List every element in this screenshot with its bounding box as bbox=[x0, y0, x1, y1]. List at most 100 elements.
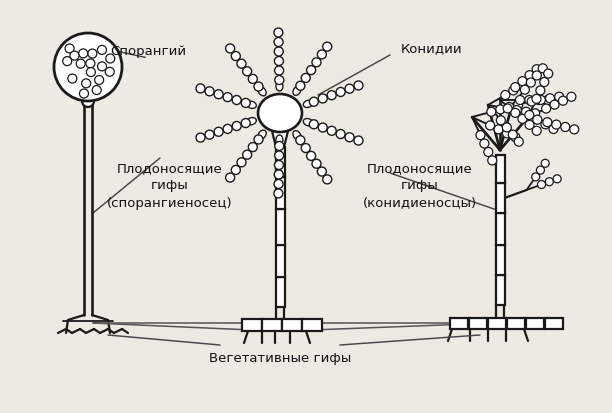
Circle shape bbox=[312, 59, 321, 68]
Circle shape bbox=[570, 126, 579, 135]
Circle shape bbox=[327, 92, 336, 100]
Circle shape bbox=[105, 68, 114, 77]
Circle shape bbox=[521, 108, 531, 117]
Circle shape bbox=[503, 105, 512, 114]
Circle shape bbox=[543, 70, 553, 79]
Circle shape bbox=[76, 60, 85, 69]
Circle shape bbox=[561, 123, 570, 132]
Circle shape bbox=[517, 82, 526, 91]
Ellipse shape bbox=[247, 102, 256, 109]
FancyBboxPatch shape bbox=[496, 156, 504, 183]
Circle shape bbox=[532, 127, 541, 136]
Circle shape bbox=[232, 96, 241, 105]
Circle shape bbox=[541, 160, 549, 168]
Circle shape bbox=[543, 119, 552, 127]
Circle shape bbox=[275, 67, 283, 76]
Ellipse shape bbox=[258, 95, 302, 133]
Circle shape bbox=[214, 90, 223, 100]
Circle shape bbox=[354, 137, 363, 146]
Circle shape bbox=[242, 151, 252, 160]
Circle shape bbox=[275, 152, 283, 161]
Circle shape bbox=[70, 52, 79, 61]
Circle shape bbox=[231, 166, 241, 175]
Circle shape bbox=[205, 88, 214, 97]
FancyBboxPatch shape bbox=[275, 209, 285, 245]
Circle shape bbox=[536, 87, 545, 96]
Circle shape bbox=[525, 77, 534, 86]
Circle shape bbox=[275, 142, 284, 151]
Circle shape bbox=[550, 101, 559, 110]
Circle shape bbox=[543, 96, 553, 105]
Circle shape bbox=[232, 122, 241, 131]
Circle shape bbox=[95, 76, 103, 85]
Circle shape bbox=[501, 91, 510, 100]
Circle shape bbox=[65, 45, 74, 54]
Circle shape bbox=[88, 50, 97, 59]
Circle shape bbox=[527, 98, 536, 107]
Circle shape bbox=[537, 167, 545, 175]
Circle shape bbox=[323, 176, 332, 185]
Circle shape bbox=[254, 135, 263, 145]
Circle shape bbox=[532, 66, 541, 74]
Circle shape bbox=[559, 97, 567, 106]
Circle shape bbox=[545, 95, 554, 104]
Circle shape bbox=[511, 109, 520, 118]
Circle shape bbox=[196, 85, 205, 94]
Ellipse shape bbox=[258, 88, 266, 97]
Circle shape bbox=[318, 95, 327, 104]
Circle shape bbox=[496, 116, 506, 126]
Circle shape bbox=[537, 181, 545, 189]
FancyBboxPatch shape bbox=[469, 318, 487, 329]
Circle shape bbox=[301, 144, 310, 153]
Circle shape bbox=[312, 160, 321, 169]
Circle shape bbox=[354, 82, 363, 91]
FancyBboxPatch shape bbox=[507, 318, 525, 329]
Circle shape bbox=[62, 57, 72, 66]
Circle shape bbox=[542, 105, 551, 114]
Ellipse shape bbox=[304, 101, 313, 108]
Circle shape bbox=[488, 157, 497, 166]
Circle shape bbox=[318, 51, 326, 60]
Circle shape bbox=[97, 46, 106, 55]
FancyBboxPatch shape bbox=[302, 319, 322, 331]
Circle shape bbox=[318, 124, 327, 133]
Circle shape bbox=[248, 75, 257, 84]
FancyBboxPatch shape bbox=[526, 318, 544, 329]
Circle shape bbox=[336, 130, 345, 139]
Circle shape bbox=[511, 83, 520, 93]
FancyBboxPatch shape bbox=[488, 318, 506, 329]
Circle shape bbox=[515, 96, 524, 105]
Text: Вегетативные гифы: Вегетативные гифы bbox=[209, 351, 351, 365]
Circle shape bbox=[327, 127, 336, 136]
Ellipse shape bbox=[293, 87, 301, 96]
FancyBboxPatch shape bbox=[545, 318, 563, 329]
Circle shape bbox=[545, 178, 553, 186]
Circle shape bbox=[226, 173, 234, 183]
Circle shape bbox=[92, 86, 101, 95]
Circle shape bbox=[296, 136, 305, 145]
Circle shape bbox=[554, 93, 564, 102]
Circle shape bbox=[86, 69, 95, 77]
Circle shape bbox=[541, 121, 550, 130]
FancyBboxPatch shape bbox=[450, 318, 468, 329]
Circle shape bbox=[318, 168, 326, 177]
Circle shape bbox=[68, 75, 77, 84]
Circle shape bbox=[525, 111, 534, 120]
Circle shape bbox=[518, 78, 527, 86]
Circle shape bbox=[532, 95, 541, 104]
Circle shape bbox=[502, 130, 512, 138]
Circle shape bbox=[309, 98, 318, 107]
Circle shape bbox=[274, 57, 283, 66]
Circle shape bbox=[274, 180, 283, 189]
Circle shape bbox=[80, 90, 89, 99]
Circle shape bbox=[274, 161, 283, 170]
Circle shape bbox=[274, 171, 283, 180]
Circle shape bbox=[514, 138, 523, 147]
Text: Спорангий: Спорангий bbox=[110, 45, 186, 58]
Circle shape bbox=[512, 106, 521, 115]
Circle shape bbox=[86, 60, 95, 69]
Circle shape bbox=[248, 143, 257, 152]
FancyBboxPatch shape bbox=[282, 319, 302, 331]
Circle shape bbox=[525, 71, 534, 81]
Circle shape bbox=[345, 133, 354, 142]
